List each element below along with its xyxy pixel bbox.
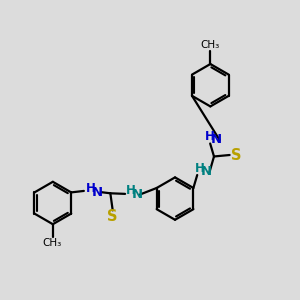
Text: S: S (107, 209, 118, 224)
Text: H: H (86, 182, 96, 195)
Text: S: S (231, 148, 242, 163)
Text: N: N (92, 186, 103, 199)
Text: N: N (201, 165, 212, 178)
Text: N: N (132, 188, 143, 201)
Text: H: H (126, 184, 136, 197)
Text: H: H (195, 162, 205, 175)
Text: CH₃: CH₃ (201, 40, 220, 50)
Text: H: H (205, 130, 215, 143)
Text: N: N (211, 134, 222, 146)
Text: CH₃: CH₃ (43, 238, 62, 248)
